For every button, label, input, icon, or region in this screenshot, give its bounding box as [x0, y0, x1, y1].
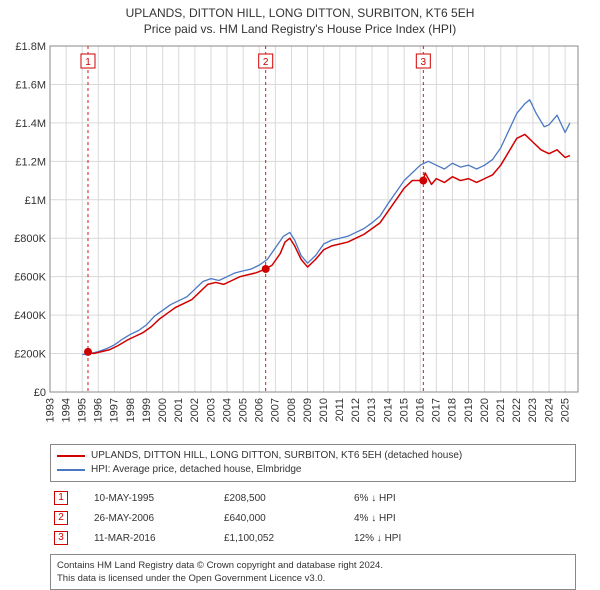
svg-text:£1.8M: £1.8M — [15, 41, 46, 53]
svg-text:1995: 1995 — [76, 398, 88, 422]
marker-badge: 1 — [54, 491, 68, 505]
chart-svg: £0 £200K £400K £600K £800K £1M £1.2M £1.4M £1.6M… — [0, 40, 600, 440]
svg-text:2: 2 — [263, 57, 269, 68]
svg-text:2019: 2019 — [463, 398, 475, 422]
marker-date: 11-MAR-2016 — [90, 528, 220, 548]
marker-date: 26-MAY-2006 — [90, 508, 220, 528]
svg-text:2022: 2022 — [511, 398, 523, 422]
svg-text:£400K: £400K — [14, 310, 46, 322]
svg-text:2011: 2011 — [334, 398, 346, 422]
chart-title-line2: Price paid vs. HM Land Registry's House … — [0, 20, 600, 40]
svg-text:1996: 1996 — [93, 398, 105, 422]
footer-line: Contains HM Land Registry data © Crown c… — [57, 559, 569, 572]
legend-box: UPLANDS, DITTON HILL, LONG DITTON, SURBI… — [50, 444, 576, 482]
svg-text:£600K: £600K — [14, 272, 46, 284]
svg-text:2000: 2000 — [157, 398, 169, 422]
chart-plot-area: £0 £200K £400K £600K £800K £1M £1.2M £1.4M £1.6M… — [0, 40, 600, 440]
svg-text:2012: 2012 — [350, 398, 362, 422]
legend-row: HPI: Average price, detached house, Elmb… — [57, 463, 569, 477]
marker-row: 1 10-MAY-1995 £208,500 6% ↓ HPI — [50, 488, 576, 508]
marker-badge: 3 — [54, 531, 68, 545]
svg-text:2014: 2014 — [382, 398, 394, 422]
legend-label: UPLANDS, DITTON HILL, LONG DITTON, SURBI… — [91, 449, 462, 463]
svg-text:£0: £0 — [34, 387, 46, 399]
legend-swatch-red — [57, 455, 85, 457]
svg-text:2003: 2003 — [205, 398, 217, 422]
svg-text:2018: 2018 — [447, 398, 459, 422]
marker-delta: 4% ↓ HPI — [350, 508, 576, 528]
legend-label: HPI: Average price, detached house, Elmb… — [91, 463, 302, 477]
svg-text:2004: 2004 — [221, 398, 233, 422]
marker-date: 10-MAY-1995 — [90, 488, 220, 508]
svg-text:£1M: £1M — [25, 195, 46, 207]
legend-swatch-blue — [57, 469, 85, 471]
svg-text:2005: 2005 — [237, 398, 249, 422]
svg-text:£1.2M: £1.2M — [15, 156, 46, 168]
marker-price: £1,100,052 — [220, 528, 350, 548]
svg-text:2025: 2025 — [559, 398, 571, 422]
svg-text:2001: 2001 — [173, 398, 185, 422]
svg-text:3: 3 — [421, 57, 427, 68]
marker-row: 3 11-MAR-2016 £1,100,052 12% ↓ HPI — [50, 528, 576, 548]
svg-text:£200K: £200K — [14, 349, 46, 361]
svg-text:2010: 2010 — [318, 398, 330, 422]
svg-text:2015: 2015 — [398, 398, 410, 422]
footer-line: This data is licensed under the Open Gov… — [57, 572, 569, 585]
footer-attribution: Contains HM Land Registry data © Crown c… — [50, 554, 576, 590]
legend-row: UPLANDS, DITTON HILL, LONG DITTON, SURBI… — [57, 449, 569, 463]
svg-text:2013: 2013 — [366, 398, 378, 422]
svg-text:2023: 2023 — [527, 398, 539, 422]
svg-text:2007: 2007 — [270, 398, 282, 422]
svg-text:2009: 2009 — [302, 398, 314, 422]
marker-price: £640,000 — [220, 508, 350, 528]
svg-text:2024: 2024 — [543, 398, 555, 422]
svg-text:1998: 1998 — [125, 398, 137, 422]
svg-text:1993: 1993 — [44, 398, 56, 422]
svg-text:1994: 1994 — [60, 398, 72, 422]
marker-price: £208,500 — [220, 488, 350, 508]
svg-text:£1.6M: £1.6M — [15, 79, 46, 91]
svg-text:1: 1 — [85, 57, 91, 68]
marker-table: 1 10-MAY-1995 £208,500 6% ↓ HPI 2 26-MAY… — [50, 488, 576, 548]
svg-text:1997: 1997 — [109, 398, 121, 422]
svg-text:2021: 2021 — [495, 398, 507, 422]
marker-delta: 12% ↓ HPI — [350, 528, 576, 548]
svg-text:2020: 2020 — [479, 398, 491, 422]
chart-title-line1: UPLANDS, DITTON HILL, LONG DITTON, SURBI… — [0, 0, 600, 20]
svg-text:2016: 2016 — [415, 398, 427, 422]
svg-text:2006: 2006 — [254, 398, 266, 422]
svg-text:2017: 2017 — [431, 398, 443, 422]
marker-row: 2 26-MAY-2006 £640,000 4% ↓ HPI — [50, 508, 576, 528]
svg-text:2002: 2002 — [189, 398, 201, 422]
svg-text:2008: 2008 — [286, 398, 298, 422]
svg-text:£1.4M: £1.4M — [15, 118, 46, 130]
marker-delta: 6% ↓ HPI — [350, 488, 576, 508]
svg-text:£800K: £800K — [14, 233, 46, 245]
svg-text:1999: 1999 — [141, 398, 153, 422]
marker-badge: 2 — [54, 511, 68, 525]
